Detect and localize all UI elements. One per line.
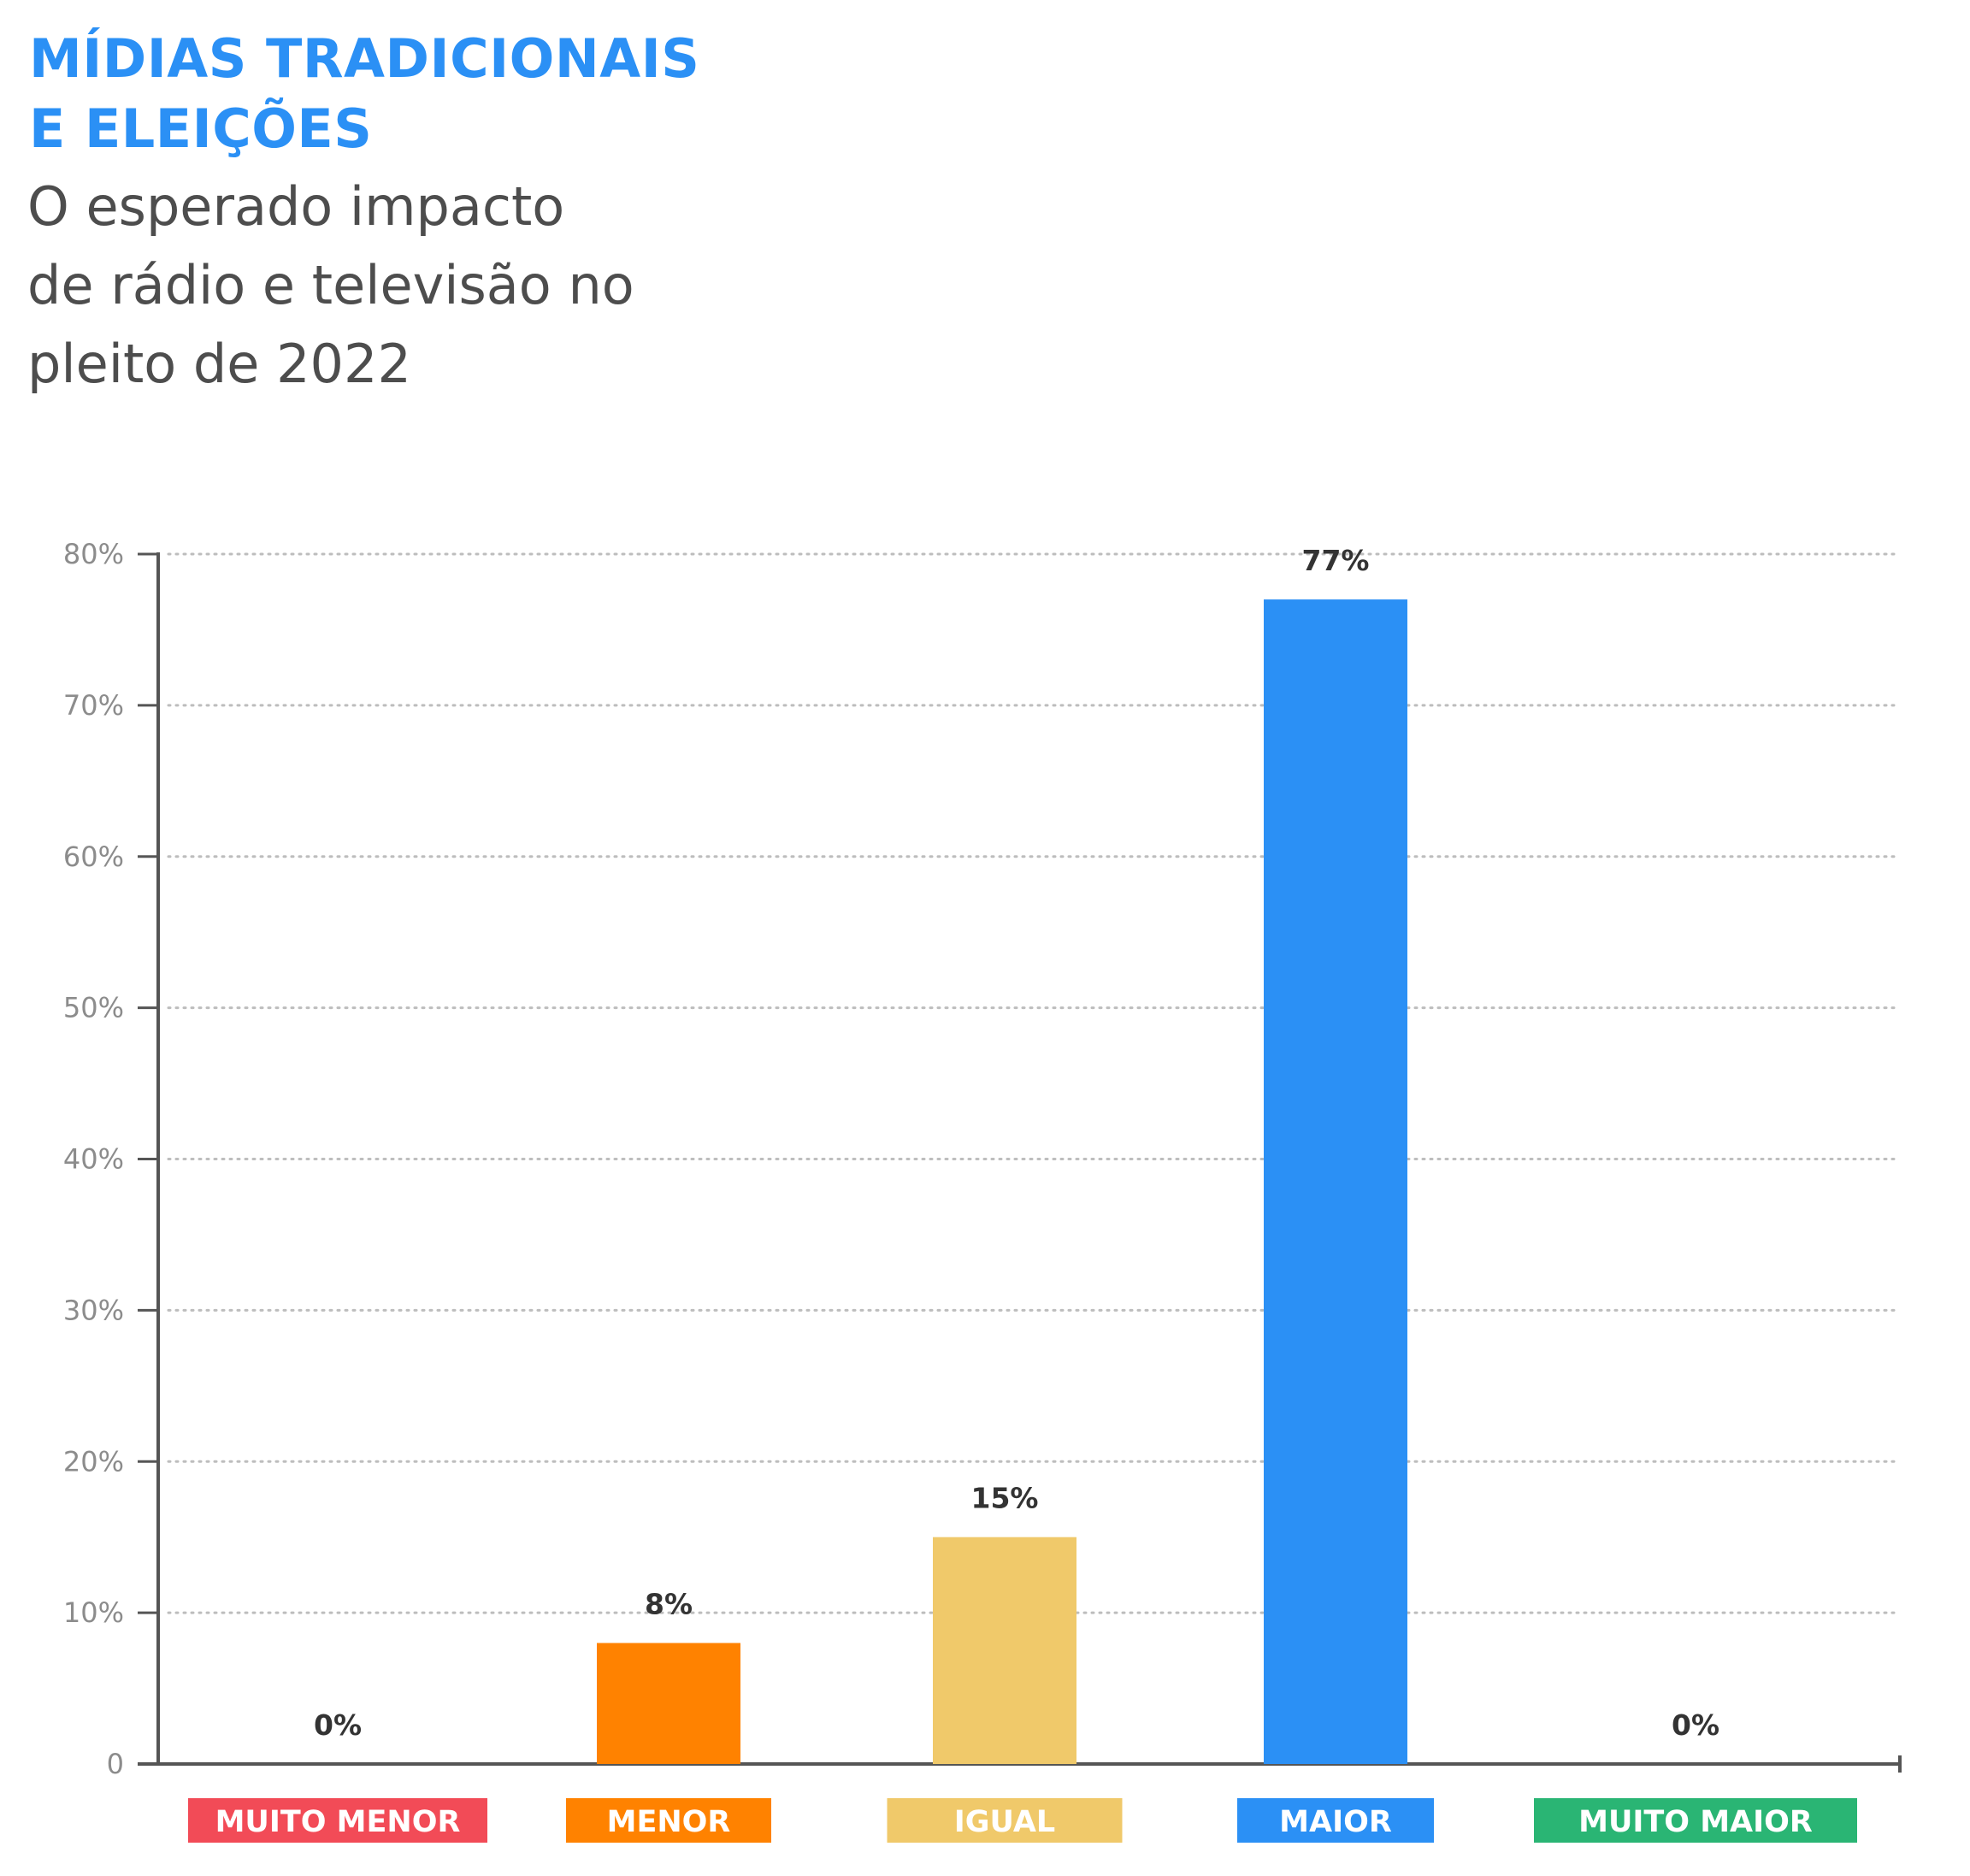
category-badge <box>1534 1798 1857 1843</box>
y-tick-label: 20% <box>63 1445 124 1478</box>
bar-value-label: 0% <box>1672 1708 1719 1742</box>
bar-value-label: 8% <box>645 1588 693 1621</box>
title-line-1: MÍDIAS TRADICIONAIS <box>29 27 700 90</box>
gridlines <box>167 552 1902 1614</box>
chart-subtitle: O esperado impacto de rádio e televisão … <box>27 168 634 404</box>
subtitle-line-1: O esperado impacto <box>27 175 565 238</box>
bar-value-label: 0% <box>314 1708 362 1742</box>
y-tick-label: 60% <box>63 841 124 873</box>
subtitle-line-3: pleito de 2022 <box>27 333 411 395</box>
y-tick-label: 50% <box>63 992 124 1024</box>
y-tick-label: 40% <box>63 1143 124 1176</box>
subtitle-line-2: de rádio e televisão no <box>27 254 634 316</box>
category-label: IGUAL <box>954 1805 1055 1839</box>
bar <box>933 1537 1076 1764</box>
bar-value-label: 77% <box>1302 544 1370 577</box>
category-label: MUITO MAIOR <box>1578 1805 1813 1839</box>
bars <box>597 599 1407 1764</box>
title-line-2: E ELEIÇÕES <box>29 97 373 160</box>
category-badge <box>566 1798 771 1843</box>
y-tick-label: 0 <box>107 1748 124 1780</box>
category-label: MUITO MENOR <box>215 1805 461 1839</box>
bar-value-label: 15% <box>971 1482 1039 1515</box>
y-tick-label: 30% <box>63 1294 124 1326</box>
chart-title: MÍDIAS TRADICIONAIS E ELEIÇÕES <box>29 24 699 164</box>
bar <box>1264 599 1407 1764</box>
y-tick-label: 70% <box>63 689 124 722</box>
category-badge <box>188 1798 487 1843</box>
category-badge <box>1237 1798 1434 1843</box>
category-label: MENOR <box>607 1805 731 1839</box>
category-label: MAIOR <box>1279 1805 1392 1839</box>
bar <box>597 1643 740 1764</box>
category-badge <box>887 1798 1123 1843</box>
y-tick-label: 80% <box>63 538 124 570</box>
y-tick-label: 10% <box>63 1596 124 1629</box>
labels: 0 10% 20% 30% 40% 50% 60% 70% 80% 0% MUITO MENOR 8%… <box>63 538 1857 1843</box>
